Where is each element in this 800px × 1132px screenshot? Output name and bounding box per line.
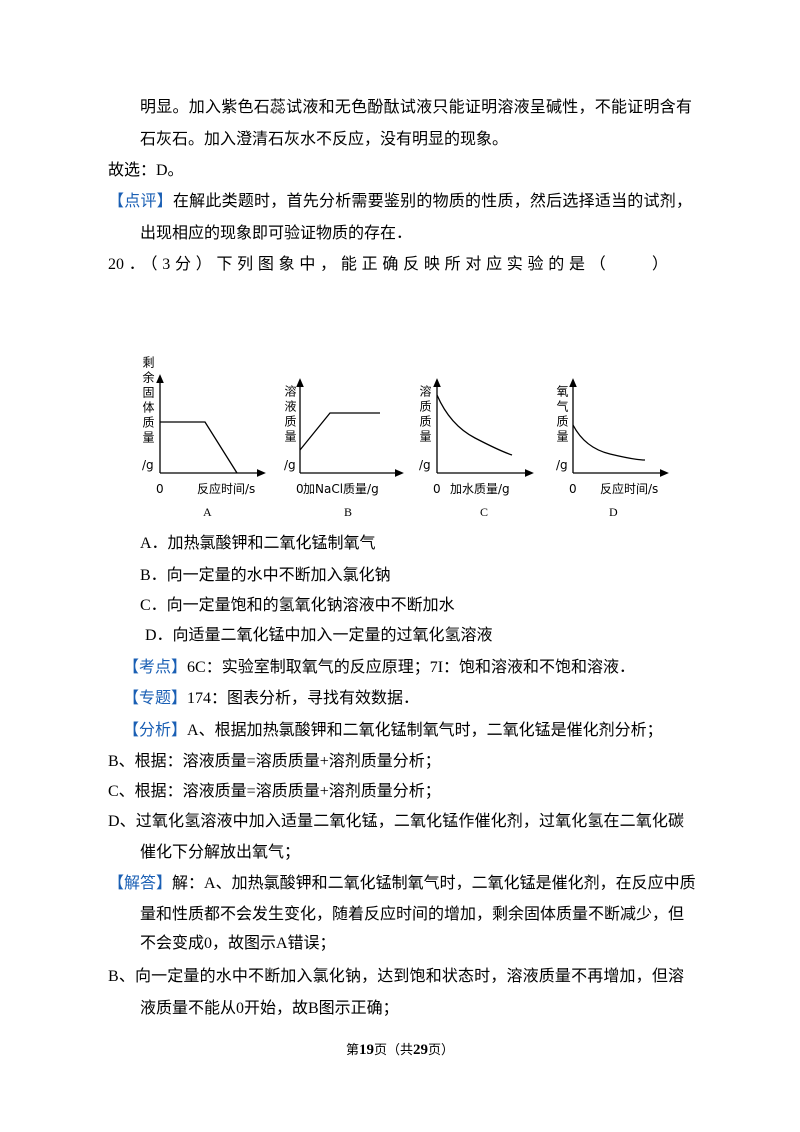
text-line: C．向一定量饱和的氢氧化钠溶液中不断加水 [140,597,455,614]
footer-part: 页（共 [373,1042,413,1057]
graph-b [296,378,404,477]
footer-part: 页） [428,1042,455,1057]
text-line: 石灰石。加入澄清石灰水不反应，没有明显的现象。 [140,131,509,148]
x-axis-label: 反应时间/s [600,482,659,496]
y-axis-label: 氧气质量 [555,385,569,445]
graph-d [569,378,669,477]
graph-letter: C [480,505,489,519]
section-text: 6C：实验室制取氧气的反应原理；7I：饱和溶液和不饱和溶液． [187,659,636,676]
x-axis-label: 加水质量/g [450,482,510,496]
x-axis-label: 加NaCl质量/g [303,482,379,496]
text-line: A．加热氯酸钾和二氧化锰制氧气 [140,535,376,552]
section-tag: 【点评】 [108,193,173,210]
text-line: D、过氧化氢溶液中加入适量二氧化锰，二氧化锰作催化剂，过氧化氢在二氧化碳 [108,813,684,830]
text-line: 液质量不能从0开始，故B图示正确； [140,1000,399,1017]
y-axis-unit: /g [556,458,568,472]
y-axis-unit: /g [142,458,154,472]
section-text: 解：A、加热氯酸钾和二氧化锰制氧气时，二氧化锰是催化剂，在反应中质 [172,875,696,892]
text-line: 明显。加入紫色石蕊试液和无色酚酞试液只能证明溶液呈碱性，不能证明含有 [140,99,692,116]
text-line: 【专题】174：图表分析，寻找有效数据． [123,689,419,709]
section-tag: 【分析】 [123,722,188,739]
graph-c [433,378,534,477]
origin-label: 0 [569,482,577,496]
text-line: 催化下分解放出氧气； [140,844,301,861]
text-line: D．向适量二氧化锰中加入一定量的过氧化氢溶液 [145,627,493,644]
origin-label: 0 [296,482,304,496]
origin-label: 0 [433,482,441,496]
section-text: 174：图表分析，寻找有效数据． [187,690,420,707]
text-line: 出现相应的现象即可验证物质的存在． [140,225,413,242]
section-text: A、根据加热氯酸钾和二氧化锰制氧气时，二氧化锰是催化剂分析； [187,722,663,739]
y-axis-unit: /g [284,458,296,472]
graph-letter: D [609,505,618,519]
section-tag: 【考点】 [123,659,188,676]
y-axis-label: 溶液质量 [283,385,297,445]
y-axis-label: 剩余固体质量 [141,356,155,446]
footer: 第19页（共29页） [0,1039,800,1059]
footer-part: 第 [345,1042,359,1057]
text-line: 不会变成0，故图示A错误； [140,935,336,952]
footer-part: 19 [358,1042,374,1058]
text-line: C、根据：溶液质量=溶质质量+溶剂质量分析； [108,783,441,800]
text-line: 故选：D。 [108,162,184,179]
x-axis-label: 反应时间/s [197,482,256,496]
section-tag: 【专题】 [123,690,188,707]
graph-letter: A [203,505,212,519]
text-line: 量和性质都不会发生变化，随着反应时间的增加，剩余固体质量不断减少，但 [140,906,685,923]
graph-letter: B [344,505,353,519]
text-line: 20．（3分）下列图象中，能正确反映所对应实验的是（ ） [108,256,668,273]
text-line: 【点评】在解此类题时，首先分析需要鉴别的物质的性质，然后选择适当的试剂， [108,192,692,212]
text-line: 【分析】A、根据加热氯酸钾和二氧化锰制氧气时，二氧化锰是催化剂分析； [123,721,663,741]
section-tag: 【解答】 [108,875,173,892]
text-line: 【考点】6C：实验室制取氧气的反应原理；7I：饱和溶液和不饱和溶液． [123,658,635,678]
text-line: B、向一定量的水中不断加入氯化钠，达到饱和状态时，溶液质量不再增加，但溶 [108,968,684,985]
text-line: B．向一定量的水中不断加入氯化钠 [140,567,391,584]
y-axis-label: 溶质质量 [418,385,432,445]
y-axis-unit: /g [419,458,431,472]
origin-label: 0 [156,482,164,496]
text-line: B、根据：溶液质量=溶质质量+溶剂质量分析； [108,753,441,770]
footer-part: 29 [413,1042,428,1058]
graph-a [156,374,266,477]
section-text: 在解此类题时，首先分析需要鉴别的物质的性质，然后选择适当的试剂， [172,193,692,210]
text-line: 【解答】解：A、加热氯酸钾和二氧化锰制氧气时，二氧化锰是催化剂，在反应中质 [108,874,696,894]
